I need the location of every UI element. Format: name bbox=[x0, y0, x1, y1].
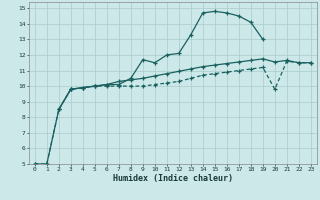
X-axis label: Humidex (Indice chaleur): Humidex (Indice chaleur) bbox=[113, 174, 233, 183]
